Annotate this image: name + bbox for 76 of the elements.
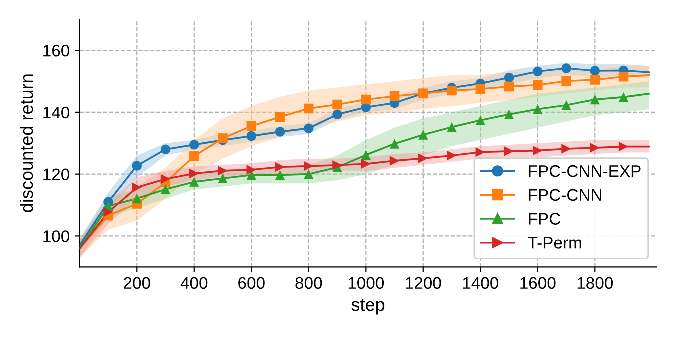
point	[533, 146, 543, 156]
point	[275, 127, 286, 137]
point	[160, 184, 171, 194]
point	[332, 110, 342, 120]
point	[533, 104, 543, 114]
point	[390, 92, 400, 102]
x-tick-label: 1800	[578, 277, 614, 290]
legend-label: FPC-CNN-EXP	[529, 165, 641, 178]
point	[418, 130, 428, 140]
point	[218, 174, 228, 184]
y-tick-label: 160	[44, 44, 70, 57]
point	[132, 182, 142, 192]
point	[390, 156, 400, 166]
point	[447, 150, 457, 161]
point	[590, 66, 600, 76]
point	[476, 84, 486, 94]
point	[160, 144, 171, 154]
point	[533, 80, 543, 90]
point	[246, 131, 256, 142]
point	[361, 94, 372, 105]
x-tick-label: 1600	[520, 277, 556, 290]
point	[246, 122, 256, 132]
point	[390, 139, 400, 149]
point	[590, 75, 600, 85]
point	[361, 159, 372, 169]
legend-label: FPC-CNN	[529, 189, 602, 202]
x-tick-label: 400	[180, 277, 208, 290]
point	[562, 64, 572, 74]
point	[590, 94, 600, 105]
point	[447, 122, 457, 132]
point	[562, 76, 572, 86]
point	[562, 100, 572, 110]
y-tick-label: 140	[44, 106, 70, 119]
point	[590, 143, 600, 153]
point	[218, 166, 228, 176]
point	[332, 100, 342, 110]
point	[304, 124, 314, 134]
point	[533, 66, 543, 76]
point	[447, 86, 457, 96]
x-tick-label: 600	[238, 277, 265, 290]
legend-label: FPC	[529, 213, 560, 225]
point	[476, 116, 486, 126]
point	[275, 170, 286, 180]
point	[304, 169, 314, 180]
point	[304, 161, 314, 172]
x-axis-title: step	[352, 299, 385, 315]
point	[418, 154, 428, 164]
point	[504, 110, 514, 120]
x-tick-label: 200	[124, 277, 150, 290]
x-tick-label: 800	[296, 277, 322, 290]
point	[190, 168, 200, 179]
x-tick-label: 1000	[348, 277, 384, 290]
point	[618, 92, 629, 102]
point	[304, 104, 314, 114]
point	[476, 148, 486, 158]
y-tick-label: 100	[44, 230, 70, 242]
point	[190, 140, 200, 150]
point	[361, 150, 372, 160]
point	[160, 174, 171, 184]
point	[132, 161, 142, 171]
y-tick-label: 120	[44, 168, 70, 181]
point	[132, 194, 142, 204]
legend-label: T-Perm	[528, 237, 582, 249]
x-tick-label: 1400	[463, 277, 499, 290]
point	[504, 72, 514, 83]
point	[504, 82, 514, 92]
point	[562, 144, 572, 154]
point	[246, 165, 256, 175]
point	[190, 177, 200, 187]
point	[190, 152, 200, 162]
y-axis-title: discounted return	[20, 74, 34, 212]
x-tick-label: 1200	[406, 277, 442, 290]
point	[275, 112, 286, 122]
point	[104, 208, 114, 218]
point	[618, 72, 629, 82]
point	[504, 146, 514, 156]
